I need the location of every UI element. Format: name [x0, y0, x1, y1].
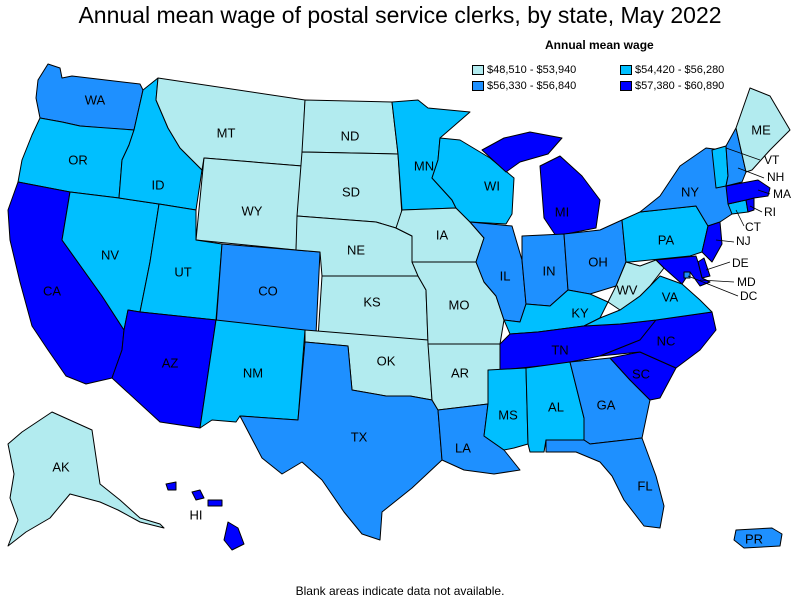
state-label-MI: MI: [555, 204, 569, 219]
legend-title: Annual mean wage: [545, 38, 654, 52]
state-HI[interactable]: [165, 481, 245, 551]
state-ND[interactable]: [301, 99, 399, 155]
legend-item: $56,330 - $56,840: [472, 80, 576, 92]
state-label-OH: OH: [588, 254, 608, 269]
state-label-OR: OR: [68, 152, 88, 167]
legend-swatch: [472, 81, 484, 91]
state-WI[interactable]: [431, 137, 515, 225]
state-label-AL: AL: [548, 399, 564, 414]
leader-line: [735, 209, 745, 227]
legend-label: $48,510 - $53,940: [487, 64, 577, 76]
state-label-OK: OK: [377, 353, 396, 368]
state-label-RI: RI: [764, 205, 776, 219]
state-label-NC: NC: [657, 333, 676, 348]
state-label-GA: GA: [597, 397, 616, 412]
legend-swatch: [472, 65, 484, 75]
leader-line: [687, 275, 739, 297]
legend-swatch: [620, 81, 632, 91]
state-label-DC: DC: [740, 289, 758, 303]
leader-line: [725, 147, 761, 161]
state-label-MD: MD: [737, 275, 756, 289]
state-label-MT: MT: [217, 125, 236, 140]
state-PR[interactable]: [733, 527, 783, 549]
state-AK[interactable]: [7, 411, 165, 547]
state-label-FL: FL: [637, 478, 652, 493]
legend-item: $54,420 - $56,280: [620, 64, 724, 76]
state-MD[interactable]: [655, 255, 711, 287]
legend: Annual mean wage $48,510 - $53,940 $54,4…: [470, 38, 790, 98]
state-label-HI: HI: [190, 507, 203, 522]
state-label-NE: NE: [347, 242, 365, 257]
state-NJ[interactable]: [701, 221, 723, 263]
state-label-NJ: NJ: [736, 234, 751, 248]
state-label-VA: VA: [662, 289, 679, 304]
legend-label: $56,330 - $56,840: [487, 80, 577, 92]
state-TX[interactable]: [239, 341, 443, 541]
state-label-CT: CT: [745, 220, 762, 234]
leader-line: [749, 205, 763, 213]
state-label-AR: AR: [451, 365, 469, 380]
state-FL[interactable]: [545, 437, 665, 529]
state-label-LA: LA: [455, 440, 471, 455]
state-label-AK: AK: [52, 459, 70, 474]
state-NM[interactable]: [199, 319, 306, 429]
state-label-WI: WI: [484, 178, 500, 193]
state-label-ID: ID: [152, 177, 165, 192]
state-label-UT: UT: [174, 264, 191, 279]
state-label-IA: IA: [436, 227, 449, 242]
state-label-MA: MA: [773, 187, 791, 201]
legend-label: $54,420 - $56,280: [635, 64, 725, 76]
state-label-MN: MN: [414, 158, 434, 173]
state-label-DE: DE: [732, 256, 749, 270]
state-label-WV: WV: [617, 282, 638, 297]
state-label-IL: IL: [500, 268, 511, 283]
legend-item: $48,510 - $53,940: [472, 64, 576, 76]
state-label-PA: PA: [658, 232, 675, 247]
state-DC[interactable]: [683, 271, 691, 279]
state-label-NM: NM: [243, 365, 263, 380]
leader-line: [705, 261, 731, 271]
map-title: Annual mean wage of postal service clerk…: [78, 2, 722, 28]
state-label-NH: NH: [767, 170, 784, 184]
state-label-KY: KY: [571, 305, 589, 320]
state-label-SC: SC: [632, 366, 650, 381]
state-label-NY: NY: [681, 184, 699, 199]
state-label-IN: IN: [543, 263, 556, 278]
state-label-SD: SD: [342, 184, 360, 199]
state-label-WY: WY: [242, 203, 263, 218]
state-label-PR: PR: [745, 531, 763, 546]
state-label-VT: VT: [764, 153, 780, 167]
legend-swatch: [620, 65, 632, 75]
state-label-TX: TX: [351, 429, 368, 444]
state-label-CA: CA: [43, 283, 61, 298]
state-label-TN: TN: [551, 342, 568, 357]
state-MI[interactable]: [481, 131, 601, 237]
state-label-ME: ME: [751, 122, 771, 137]
state-label-AZ: AZ: [162, 355, 179, 370]
state-MA[interactable]: [725, 179, 771, 205]
state-label-WA: WA: [85, 92, 106, 107]
leader-line: [715, 239, 735, 243]
leader-line: [757, 189, 771, 195]
state-label-KS: KS: [363, 294, 381, 309]
leader-line: [737, 167, 765, 179]
footnote: Blank areas indicate data not available.: [295, 584, 505, 598]
leader-line: [699, 279, 735, 283]
state-label-MS: MS: [498, 407, 518, 422]
state-NC[interactable]: [599, 311, 717, 369]
state-label-MO: MO: [449, 297, 470, 312]
state-label-CO: CO: [258, 283, 278, 298]
state-label-ND: ND: [341, 128, 360, 143]
legend-item: $57,380 - $60,890: [620, 80, 724, 92]
legend-label: $57,380 - $60,890: [635, 80, 725, 92]
state-label-NV: NV: [101, 247, 119, 262]
